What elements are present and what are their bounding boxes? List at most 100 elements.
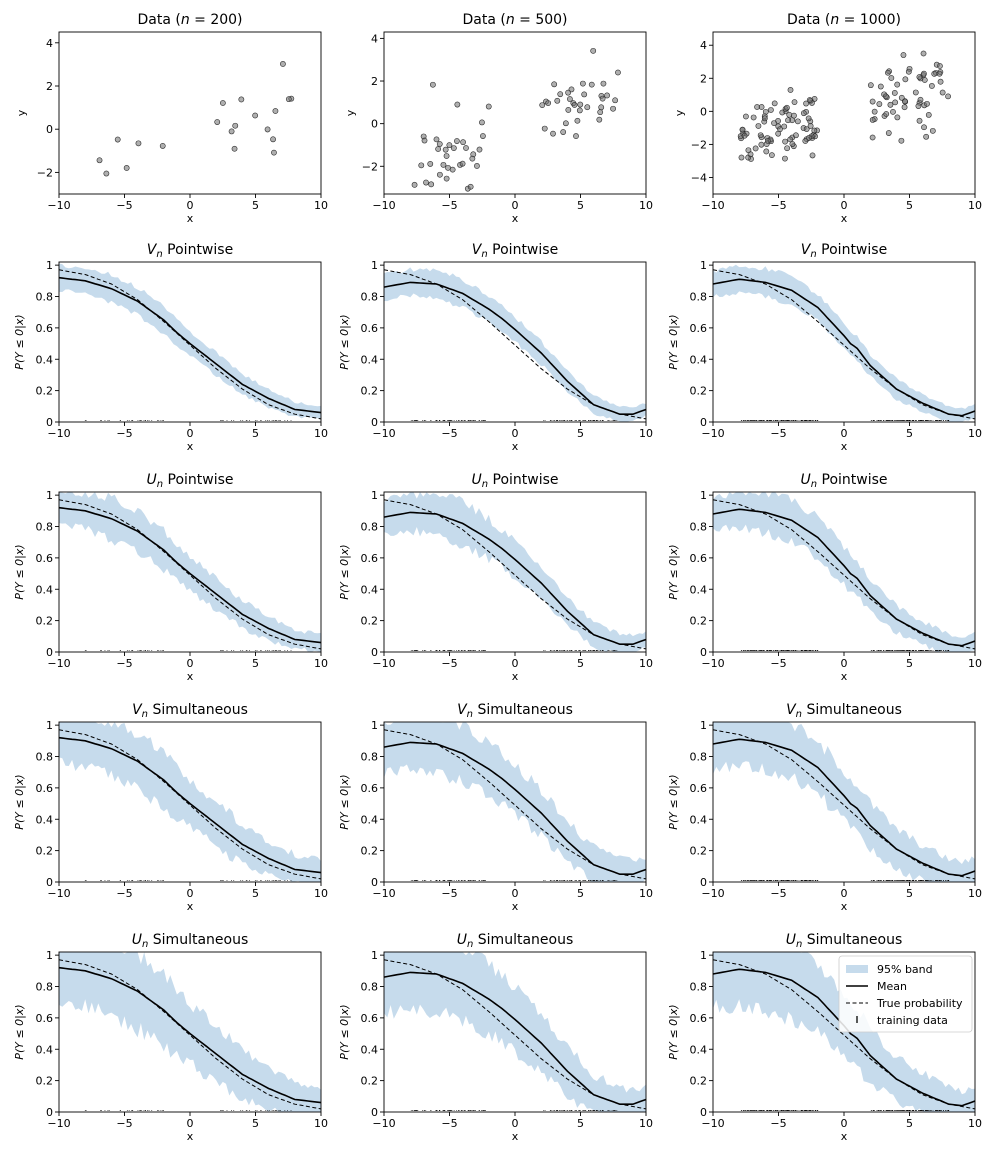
data-point <box>784 145 791 152</box>
y-tick-label: 1 <box>371 259 378 272</box>
x-axis-label: x <box>512 900 519 913</box>
data-point <box>214 119 221 125</box>
x-tick-label: 5 <box>577 887 584 900</box>
y-tick-label: 0 <box>700 1106 707 1119</box>
y-axis-label: P(Y ≤ 0|x) <box>13 544 26 599</box>
data-point <box>793 132 799 139</box>
y-tick-label: 0 <box>46 123 53 136</box>
data-point <box>888 75 895 81</box>
y-tick-label: 0 <box>700 105 707 118</box>
scatter-points <box>96 61 295 177</box>
data-point <box>159 143 166 149</box>
x-tick-label: 5 <box>906 1117 913 1130</box>
data-point <box>929 83 935 89</box>
data-point <box>573 133 579 139</box>
data-point <box>443 153 450 159</box>
data-point <box>612 97 619 104</box>
x-tick-label: 5 <box>906 199 913 212</box>
data-point <box>474 163 480 169</box>
y-tick-label: 0.6 <box>690 322 708 335</box>
x-tick-label: 5 <box>252 1117 259 1130</box>
data-point <box>752 145 759 152</box>
x-tick-label: −10 <box>47 427 70 440</box>
data-point <box>459 160 466 167</box>
data-point <box>440 161 447 168</box>
data-point <box>597 109 604 116</box>
data-point <box>588 81 595 88</box>
y-tick-label: 1 <box>700 949 707 962</box>
data-point <box>921 77 928 83</box>
x-tick-label: 10 <box>968 427 982 440</box>
data-point <box>806 135 812 141</box>
y-tick-label: 0.6 <box>690 552 708 565</box>
y-tick-label: 0.4 <box>361 583 379 596</box>
training-rug <box>410 1110 618 1111</box>
data-point <box>745 147 752 154</box>
data-point <box>758 141 765 148</box>
y-tick-label: 4 <box>371 32 378 45</box>
mean-line <box>712 278 976 417</box>
data-point <box>576 107 583 114</box>
data-point <box>551 81 558 88</box>
x-tick-label: 5 <box>252 887 259 900</box>
data-point <box>806 97 813 103</box>
data-point <box>783 104 790 111</box>
x-tick-label: −10 <box>372 657 395 670</box>
y-tick-label: 0.2 <box>690 615 708 628</box>
data-point <box>901 104 908 111</box>
x-tick-label: 5 <box>252 427 259 440</box>
data-point <box>580 80 586 87</box>
y-tick-label: 0.4 <box>361 813 379 826</box>
data-point <box>463 145 469 151</box>
x-tick-label: 0 <box>512 887 519 900</box>
panel-title: Data (n = 200) <box>137 12 242 28</box>
y-tick-label: 0.6 <box>361 1012 379 1025</box>
data-point <box>931 70 938 77</box>
data-point <box>428 181 435 188</box>
data-point <box>912 89 919 96</box>
x-tick-label: 5 <box>577 427 584 440</box>
x-axis-label: x <box>512 440 519 453</box>
x-tick-label: 10 <box>968 657 982 670</box>
data-point <box>869 116 876 123</box>
y-tick-label: 0 <box>371 416 378 429</box>
y-tick-label: 0.4 <box>36 1043 54 1056</box>
y-tick-label: 0.8 <box>36 291 54 304</box>
data-point <box>945 93 951 100</box>
x-tick-label: −5 <box>116 657 132 670</box>
x-tick-label: −5 <box>770 427 786 440</box>
y-tick-label: 0 <box>46 876 53 889</box>
x-tick-label: 10 <box>314 657 328 670</box>
panel-title: Data (n = 1000) <box>787 12 901 28</box>
x-tick-label: −10 <box>701 199 724 212</box>
data-point <box>565 89 572 96</box>
y-tick-label: 0.2 <box>690 845 708 858</box>
mean-line <box>383 971 647 1105</box>
data-point <box>541 125 548 132</box>
y-tick-label: 0.6 <box>36 322 54 335</box>
legend-entry: Mean <box>877 980 907 993</box>
y-axis-label: y <box>15 109 28 116</box>
x-tick-label: −10 <box>47 1117 70 1130</box>
data-point <box>738 154 745 161</box>
x-tick-label: −10 <box>701 1117 724 1130</box>
data-point <box>869 98 876 105</box>
data-point <box>135 140 142 147</box>
y-axis-label: P(Y ≤ 0|x) <box>13 1004 26 1059</box>
y-tick-label: 0.4 <box>361 1043 379 1056</box>
panel-title: Vn Pointwise <box>472 242 558 260</box>
y-tick-label: 2 <box>371 75 378 88</box>
data-point <box>809 152 816 159</box>
data-point <box>560 129 567 135</box>
training-rug <box>740 650 950 651</box>
data-point <box>936 70 943 77</box>
data-point <box>615 69 621 76</box>
data-point <box>902 76 909 83</box>
band-95 <box>59 952 321 1112</box>
scatter-points <box>411 47 621 192</box>
mean-line <box>712 738 976 877</box>
x-tick-label: −10 <box>47 199 70 212</box>
